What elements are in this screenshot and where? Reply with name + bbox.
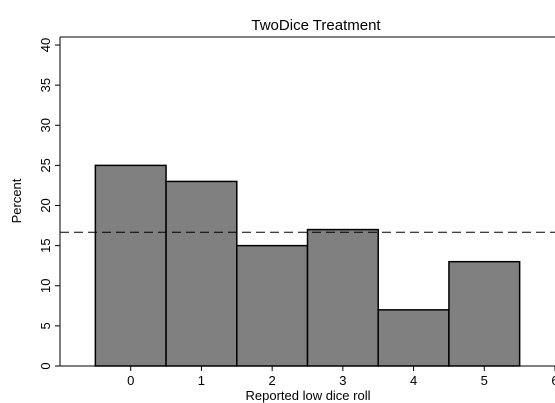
- bar-1: [165, 180, 238, 367]
- y-tick-label: 25: [38, 158, 53, 172]
- bar-5: [448, 260, 521, 367]
- bar-3: [306, 228, 379, 367]
- x-tick-label: 5: [481, 373, 488, 388]
- y-tick-label: 30: [38, 118, 53, 132]
- x-tick-label: 3: [339, 373, 346, 388]
- y-axis-ticks: 0 5 10 15 20 25 30 35 40: [38, 38, 60, 370]
- bar-2: [236, 244, 309, 367]
- x-tick-label: 2: [269, 373, 276, 388]
- bars-group: [94, 164, 521, 367]
- chart-title: TwoDice Treatment: [251, 17, 381, 34]
- x-tick-label: 4: [410, 373, 417, 388]
- y-tick-label: 20: [38, 198, 53, 212]
- y-tick-label: 0: [38, 362, 53, 369]
- bar-4: [377, 309, 450, 367]
- y-tick-label: 40: [38, 38, 53, 52]
- x-tick-label: 6: [551, 373, 555, 388]
- x-tick-label: 0: [127, 373, 134, 388]
- y-axis-label: Percent: [9, 178, 24, 223]
- y-tick-label: 10: [38, 279, 53, 293]
- bar-0: [94, 164, 167, 367]
- y-tick-label: 5: [38, 322, 53, 329]
- x-axis-ticks: 0 1 2 3 4 5 6: [127, 366, 555, 388]
- y-tick-label: 15: [38, 238, 53, 252]
- x-axis-label: Reported low dice roll: [245, 388, 370, 403]
- y-tick-label: 35: [38, 78, 53, 92]
- x-tick-label: 1: [198, 373, 205, 388]
- plot-area: [59, 36, 555, 367]
